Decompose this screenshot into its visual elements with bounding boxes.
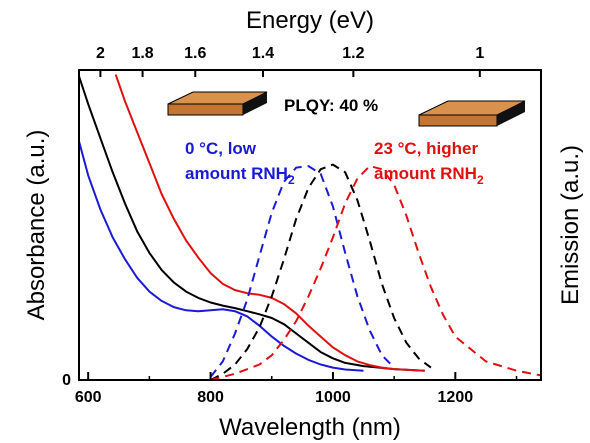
y-axis-title-left: Absorbance (a.u.) bbox=[23, 130, 50, 321]
red-annotation-line1: 23 °C, higher bbox=[374, 139, 478, 158]
plot-frame bbox=[78, 69, 542, 381]
blue-annotation-main: amount RNH bbox=[185, 164, 288, 183]
series-line-red-absorbance bbox=[114, 74, 425, 372]
red-annotation-sub: 2 bbox=[477, 173, 484, 187]
ticks-layer: 600 800 1000 1200 2 1.8 1.6 1.4 1.2 1 0 bbox=[62, 45, 518, 406]
series-line-black-absorbance bbox=[78, 75, 425, 372]
x-axis-title: Wavelength (nm) bbox=[219, 414, 401, 441]
top-tick-label: 1.2 bbox=[342, 45, 364, 62]
series-line-blue-emission bbox=[209, 165, 395, 378]
top-tick-label: 1.8 bbox=[131, 45, 153, 62]
top-tick-label: 1 bbox=[475, 45, 484, 62]
y-axis-title-right: Emission (a.u.) bbox=[557, 145, 584, 305]
slab-right-icon bbox=[418, 100, 526, 127]
series-line-blue-absorbance bbox=[78, 141, 364, 372]
red-annotation-main: amount RNH bbox=[374, 164, 477, 183]
slab-left-icon bbox=[167, 91, 268, 116]
x-tick-label: 800 bbox=[197, 389, 224, 406]
x-tick-label: 1200 bbox=[438, 389, 474, 406]
series-line-red-emission bbox=[210, 165, 542, 381]
plqy-label: PLQY: 40 % bbox=[284, 96, 378, 115]
blue-annotation-line1: 0 °C, low bbox=[185, 139, 257, 158]
red-annotation-line2: amount RNH2 bbox=[374, 164, 484, 187]
x-tick-label: 600 bbox=[75, 389, 102, 406]
y-tick-label: 0 bbox=[62, 372, 71, 389]
top-axis-title: Energy (eV) bbox=[246, 7, 374, 34]
x-tick-label: 1000 bbox=[315, 389, 351, 406]
top-tick-label: 1.6 bbox=[184, 45, 206, 62]
series-layer bbox=[78, 74, 542, 381]
blue-annotation-line2: amount RNH2 bbox=[185, 164, 295, 187]
top-tick-label: 1.4 bbox=[252, 45, 274, 62]
series-line-black-emission bbox=[210, 163, 432, 381]
blue-annotation-sub: 2 bbox=[288, 173, 295, 187]
top-tick-label: 2 bbox=[96, 45, 105, 62]
